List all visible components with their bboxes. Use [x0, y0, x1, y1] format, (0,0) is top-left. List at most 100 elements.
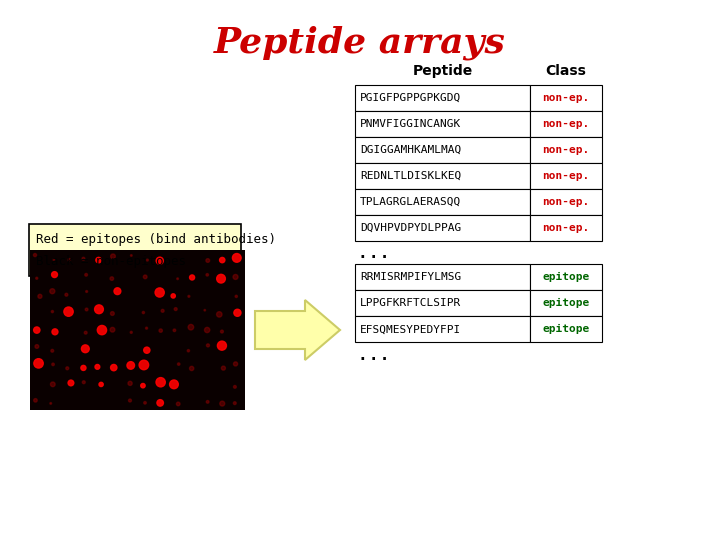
Circle shape — [86, 291, 88, 293]
Circle shape — [95, 364, 100, 369]
Text: non-ep.: non-ep. — [542, 93, 590, 103]
Circle shape — [234, 309, 241, 316]
Circle shape — [34, 327, 40, 333]
Circle shape — [159, 329, 163, 332]
Circle shape — [81, 366, 86, 370]
Circle shape — [85, 308, 88, 311]
Circle shape — [82, 381, 85, 383]
Circle shape — [51, 349, 54, 352]
Circle shape — [51, 310, 53, 313]
Bar — [530, 163, 602, 189]
Bar — [530, 215, 602, 241]
Circle shape — [110, 277, 114, 280]
Circle shape — [217, 274, 225, 283]
Circle shape — [217, 341, 227, 350]
Circle shape — [128, 399, 132, 402]
Circle shape — [157, 400, 163, 406]
Text: EFSQMESYPEDYFPI: EFSQMESYPEDYFPI — [360, 325, 462, 334]
Circle shape — [130, 332, 132, 333]
Circle shape — [156, 377, 166, 387]
Circle shape — [50, 402, 52, 404]
Circle shape — [146, 259, 148, 261]
Circle shape — [50, 289, 55, 294]
Circle shape — [144, 347, 150, 353]
Circle shape — [68, 380, 74, 386]
Text: Black = non-epitopes: Black = non-epitopes — [36, 255, 186, 268]
Circle shape — [111, 254, 115, 259]
Polygon shape — [255, 300, 340, 360]
Circle shape — [82, 257, 85, 260]
Circle shape — [207, 344, 210, 347]
Circle shape — [217, 312, 222, 317]
Circle shape — [189, 366, 194, 370]
Circle shape — [178, 363, 180, 365]
Circle shape — [50, 382, 55, 387]
Circle shape — [99, 382, 103, 387]
Bar — [30, 250, 245, 410]
Circle shape — [177, 278, 179, 280]
Text: DGIGGAMHKAMLMAQ: DGIGGAMHKAMLMAQ — [360, 145, 462, 155]
Text: TPLAGRGLAERASQQ: TPLAGRGLAERASQQ — [360, 197, 462, 207]
Circle shape — [110, 312, 114, 315]
Circle shape — [204, 327, 210, 333]
Circle shape — [221, 366, 225, 370]
Circle shape — [233, 362, 238, 366]
Circle shape — [171, 294, 176, 298]
Text: PNMVFIGGINCANGK: PNMVFIGGINCANGK — [360, 119, 462, 129]
Circle shape — [97, 326, 107, 335]
Bar — [355, 111, 530, 137]
Circle shape — [53, 259, 55, 260]
Circle shape — [35, 345, 39, 348]
Bar — [530, 85, 602, 111]
Circle shape — [114, 288, 121, 295]
Circle shape — [233, 402, 236, 404]
Circle shape — [188, 295, 190, 298]
Circle shape — [85, 273, 88, 276]
Text: non-ep.: non-ep. — [542, 171, 590, 181]
Circle shape — [143, 275, 147, 279]
Circle shape — [188, 325, 194, 330]
Text: Peptide arrays: Peptide arrays — [214, 25, 506, 59]
Circle shape — [143, 312, 145, 314]
Circle shape — [206, 259, 210, 262]
Text: DQVHPVDPYDLPPAG: DQVHPVDPYDLPPAG — [360, 223, 462, 233]
Circle shape — [110, 327, 114, 332]
Circle shape — [204, 309, 205, 311]
Circle shape — [52, 329, 58, 335]
Circle shape — [34, 359, 43, 368]
Circle shape — [173, 329, 176, 332]
Circle shape — [130, 255, 132, 256]
Bar — [355, 316, 530, 342]
Circle shape — [220, 258, 225, 263]
Bar — [355, 291, 530, 316]
Circle shape — [33, 253, 37, 256]
Text: non-ep.: non-ep. — [542, 119, 590, 129]
Bar — [530, 111, 602, 137]
Circle shape — [52, 363, 54, 366]
Circle shape — [127, 362, 135, 369]
Text: epitope: epitope — [542, 325, 590, 334]
Circle shape — [65, 293, 68, 296]
Circle shape — [156, 257, 163, 264]
Circle shape — [170, 380, 179, 389]
Text: Class: Class — [546, 64, 586, 78]
Circle shape — [220, 330, 223, 333]
Circle shape — [235, 295, 238, 298]
Circle shape — [81, 345, 89, 353]
Text: Red = epitopes (bind antibodies): Red = epitopes (bind antibodies) — [36, 233, 276, 246]
Circle shape — [34, 399, 37, 402]
Circle shape — [233, 274, 238, 279]
Bar — [355, 189, 530, 215]
FancyBboxPatch shape — [29, 224, 241, 276]
Circle shape — [161, 309, 164, 312]
Circle shape — [36, 277, 37, 279]
Circle shape — [206, 274, 209, 276]
Bar — [355, 265, 530, 291]
Circle shape — [139, 360, 148, 370]
Text: Peptide: Peptide — [413, 64, 472, 78]
Bar — [530, 316, 602, 342]
Circle shape — [84, 331, 87, 334]
Circle shape — [38, 294, 42, 298]
Circle shape — [220, 401, 225, 406]
Circle shape — [155, 288, 164, 297]
